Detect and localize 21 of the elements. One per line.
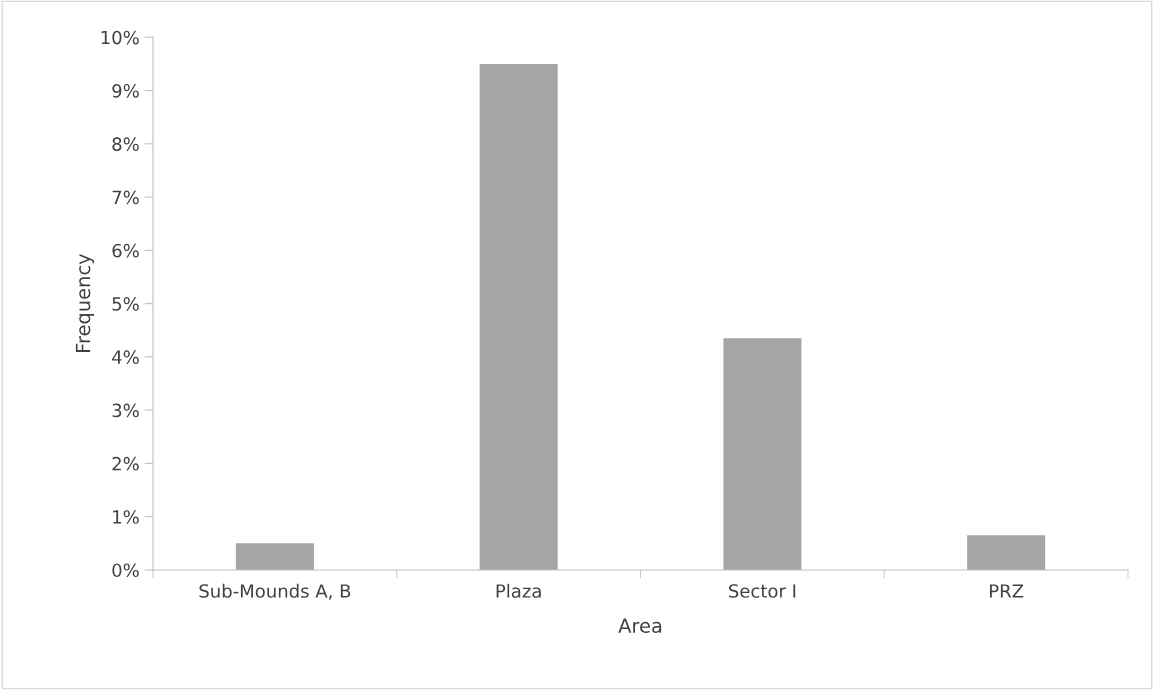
bar [479, 63, 558, 570]
x-axis-title: Area [618, 618, 662, 634]
bar [235, 543, 314, 570]
y-tick-label: 6% [112, 243, 139, 258]
y-tick-label: 8% [112, 137, 139, 151]
bar [967, 535, 1046, 570]
x-tick-label: Sector I [729, 584, 796, 598]
y-axis-title: Frequency [75, 253, 95, 352]
y-tick-label: 0% [112, 563, 139, 578]
y-tick-label: 3% [112, 403, 139, 418]
y-tick-label: 4% [112, 350, 139, 364]
y-tick-label: 9% [112, 83, 139, 98]
y-tick-label: 5% [112, 297, 139, 311]
y-tick-label: 7% [112, 190, 139, 205]
y-tick-label: 2% [112, 456, 139, 471]
x-tick-label: Plaza [496, 583, 541, 598]
bar [723, 338, 802, 570]
y-tick-label: 1% [113, 510, 139, 524]
x-tick-label: Sub-Mounds A, B [199, 583, 351, 600]
x-tick-label: PRZ [990, 584, 1024, 598]
y-tick-label: 10% [101, 30, 139, 45]
